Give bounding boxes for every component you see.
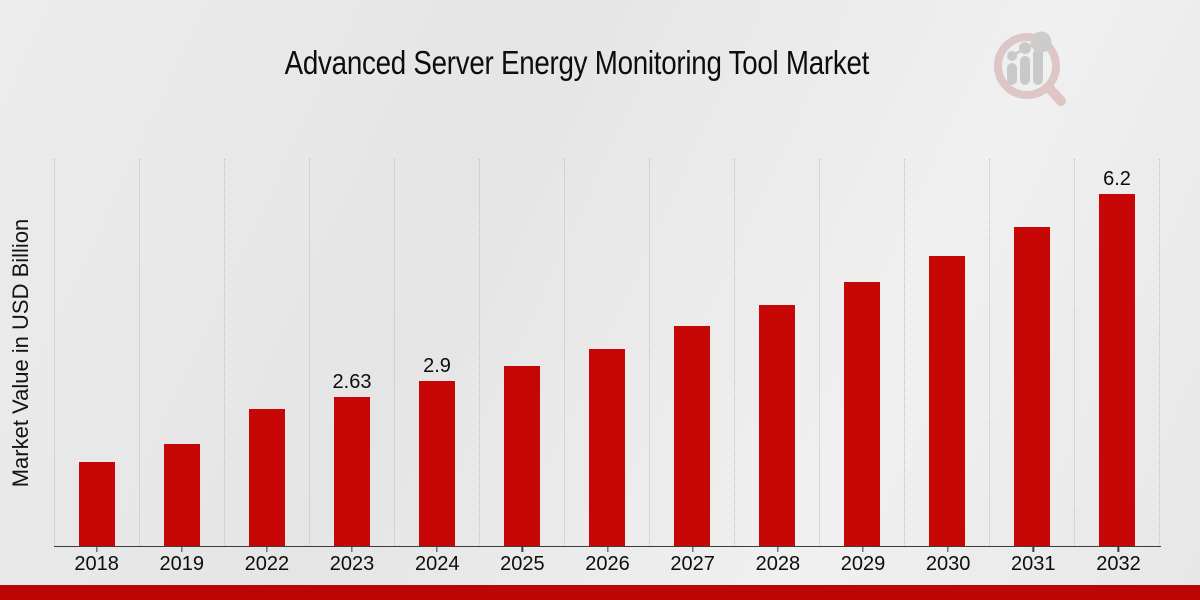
magnifier-bar-chart-logo-icon bbox=[994, 31, 1066, 106]
x-tick-label-2029: 2029 bbox=[840, 553, 886, 575]
x-tick-label-2019: 2019 bbox=[159, 553, 204, 575]
bar-2029 bbox=[844, 281, 880, 546]
category-cell-2028 bbox=[734, 159, 819, 546]
x-tick-2022 bbox=[266, 547, 268, 552]
chart-title-row: Advanced Server Energy Monitoring Tool M… bbox=[0, 44, 1177, 82]
x-tick-label-2024: 2024 bbox=[414, 553, 460, 575]
category-cell-2018 bbox=[54, 159, 139, 546]
logo-dot-1 bbox=[1007, 51, 1017, 61]
bar-2025 bbox=[504, 365, 540, 546]
logo-dot-2 bbox=[1019, 42, 1031, 54]
logo-bar-2 bbox=[1020, 56, 1030, 85]
category-cell-2030 bbox=[904, 159, 989, 546]
x-tick-2024 bbox=[436, 547, 438, 552]
bar-2022 bbox=[249, 408, 285, 546]
bar-2019 bbox=[164, 443, 200, 546]
bar-2023 bbox=[334, 396, 370, 546]
footer-accent-bar bbox=[0, 585, 1200, 600]
x-tick-2025 bbox=[521, 547, 523, 552]
x-axis-labels: 2018 2019 2022 2023 2024 2025 2026 2027 2028 2029… bbox=[54, 553, 1161, 576]
category-cell-2022 bbox=[224, 159, 309, 546]
x-tick-2031 bbox=[1032, 547, 1034, 552]
bar-value-label-2024: 2.9 bbox=[423, 355, 451, 378]
plot-area: 2.63 2.9 6.2 bbox=[54, 159, 1160, 546]
x-tick-label-2018: 2018 bbox=[74, 553, 119, 575]
x-tick-2032 bbox=[1117, 547, 1120, 552]
category-cell-2031 bbox=[989, 159, 1074, 546]
category-cell-2024: 2.9 bbox=[394, 159, 479, 546]
category-cell-2026 bbox=[564, 159, 649, 546]
bar-2018 bbox=[79, 462, 115, 546]
bar-2030 bbox=[929, 255, 965, 546]
x-tick-label-2023: 2023 bbox=[329, 553, 375, 575]
x-axis bbox=[54, 546, 1161, 553]
category-cell-2019 bbox=[139, 159, 224, 546]
x-tick-2026 bbox=[606, 547, 609, 552]
x-tick-label-2025: 2025 bbox=[500, 553, 545, 575]
logo-dot-3 bbox=[1030, 31, 1052, 53]
bar-2027 bbox=[674, 325, 710, 546]
logo-bar-3 bbox=[1033, 49, 1043, 85]
category-cell-2027 bbox=[649, 159, 734, 546]
x-tick-2027 bbox=[691, 547, 694, 552]
x-tick-label-2027: 2027 bbox=[670, 553, 715, 575]
category-cell-2029 bbox=[819, 159, 904, 546]
x-tick-label-2031: 2031 bbox=[1011, 553, 1056, 575]
x-tick-2029 bbox=[862, 547, 864, 552]
x-tick-2030 bbox=[947, 547, 949, 552]
x-tick-label-2022: 2022 bbox=[244, 553, 290, 575]
bar-value-label-2032: 6.2 bbox=[1103, 168, 1131, 191]
bar-2028 bbox=[759, 305, 795, 546]
x-tick-label-2032: 2032 bbox=[1096, 553, 1141, 575]
x-tick-2018 bbox=[95, 547, 98, 552]
bar-2031 bbox=[1014, 226, 1050, 546]
category-cell-2025 bbox=[479, 159, 564, 546]
bar-2026 bbox=[589, 348, 625, 546]
bar-value-label-2023: 2.63 bbox=[332, 370, 372, 393]
y-axis-label: Market Value in USD Billion bbox=[8, 218, 33, 488]
category-cell-2023: 2.63 bbox=[309, 159, 394, 546]
bar-2032 bbox=[1099, 194, 1135, 546]
bar-2024 bbox=[419, 381, 455, 546]
x-tick-2028 bbox=[777, 547, 779, 552]
magnifier-handle bbox=[1044, 83, 1066, 106]
category-cell-2032: 6.2 bbox=[1074, 159, 1160, 546]
chart-title: Advanced Server Energy Monitoring Tool M… bbox=[284, 44, 870, 81]
x-tick-2019 bbox=[181, 547, 183, 552]
x-tick-label-2028: 2028 bbox=[755, 553, 801, 575]
magnifier-ring bbox=[994, 33, 1060, 99]
x-tick-label-2026: 2026 bbox=[585, 553, 630, 575]
x-tick-2023 bbox=[351, 547, 353, 552]
logo-bar-1 bbox=[1007, 63, 1017, 85]
x-tick-label-2030: 2030 bbox=[925, 553, 971, 575]
